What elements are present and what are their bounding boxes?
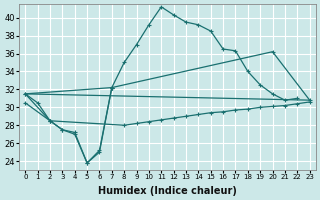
X-axis label: Humidex (Indice chaleur): Humidex (Indice chaleur): [98, 186, 237, 196]
